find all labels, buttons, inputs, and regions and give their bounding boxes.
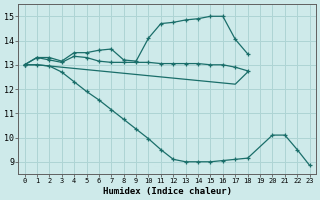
X-axis label: Humidex (Indice chaleur): Humidex (Indice chaleur) [103,187,232,196]
